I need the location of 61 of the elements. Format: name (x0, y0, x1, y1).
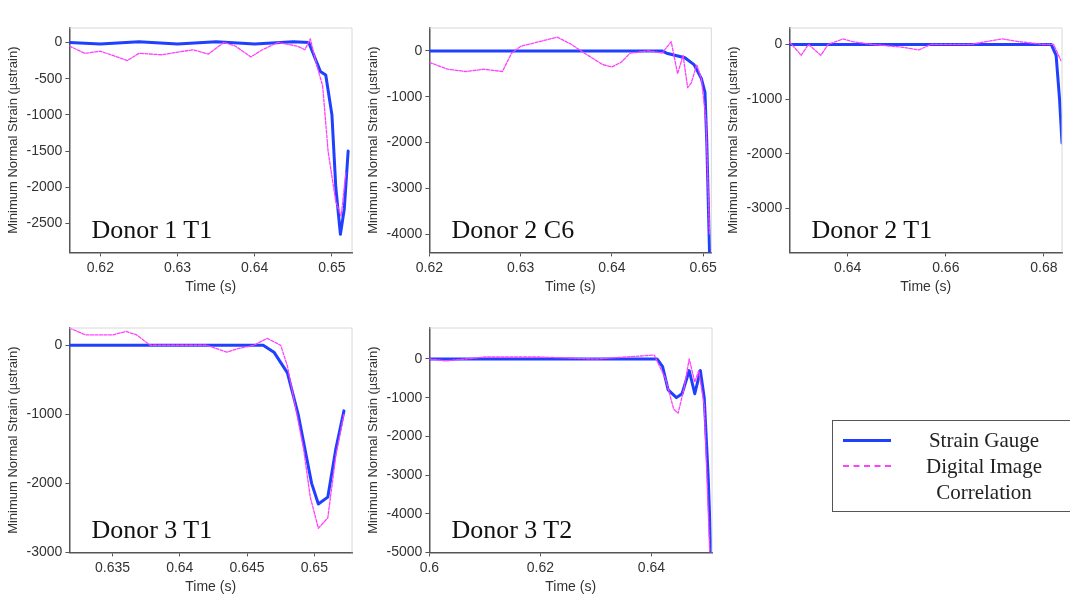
x-tick-label: 0.63 (163, 258, 192, 275)
y-axis-title: Minimum Normal Strain (µstrain) (365, 46, 381, 234)
x-axis-title: Time (s) (544, 278, 596, 295)
x-tick-label: 0.64 (166, 558, 194, 575)
x-tick-label: 0.64 (241, 258, 269, 275)
x-tick-label: 0.64 (598, 258, 626, 275)
y-tick-label: -1000 (746, 90, 783, 107)
y-tick-label: 0 (774, 35, 783, 52)
y-tick-label: -1000 (26, 405, 63, 422)
annotation: Donor 3 T2 (451, 515, 573, 545)
y-tick-label: -5000 (386, 543, 423, 560)
line-series (789, 38, 1062, 62)
y-tick-label: 0 (54, 33, 63, 50)
annotation: Donor 3 T1 (91, 515, 213, 545)
y-tick-label: -3000 (386, 179, 423, 196)
y-tick-label: -3000 (386, 465, 423, 482)
x-tick-label: 0.635 (94, 558, 131, 575)
y-tick-label: 0 (54, 336, 63, 353)
y-tick-label: -2000 (386, 133, 423, 150)
x-tick-label: 0.65 (318, 258, 346, 275)
legend-label: Digital Image Correlation (924, 453, 1043, 505)
y-tick-label: -1500 (26, 141, 63, 158)
y-tick-label: -1000 (386, 87, 423, 104)
x-axis-title: Time (s) (185, 578, 237, 595)
y-axis-title: Minimum Normal Strain (µstrain) (365, 346, 381, 534)
y-tick-label: -500 (34, 69, 63, 86)
y-tick-label: -1000 (386, 388, 423, 405)
x-tick-label: 0.645 (229, 558, 265, 575)
annotation: Donor 2 C6 (451, 215, 575, 245)
y-tick-label: -4000 (386, 504, 423, 521)
x-tick-label: 0.64 (637, 558, 666, 575)
x-tick-label: 0.66 (932, 258, 960, 275)
y-tick-label: -3000 (26, 543, 63, 560)
x-tick-label: 0.62 (415, 258, 444, 275)
y-tick-label: 0 (414, 349, 423, 366)
x-tick-label: 0.63 (507, 258, 535, 275)
annotation: Donor 1 T1 (91, 215, 213, 245)
y-axis-title: Minimum Normal Strain (µstrain) (725, 46, 741, 234)
y-tick-label: -4000 (386, 224, 423, 241)
y-tick-label: -3000 (746, 199, 783, 216)
x-tick-label: 0.62 (86, 258, 115, 275)
x-tick-label: 0.64 (834, 258, 862, 275)
x-axis-title: Time (s) (545, 578, 597, 595)
x-tick-label: 0.62 (526, 558, 555, 575)
y-tick-label: -1000 (26, 105, 63, 122)
x-tick-label: 0.68 (1030, 258, 1058, 275)
y-tick-label: 0 (414, 41, 423, 58)
x-tick-label: 0.65 (689, 258, 717, 275)
y-tick-label: -2000 (746, 144, 783, 161)
y-tick-label: -2500 (26, 214, 63, 231)
legend-label: Strain Gauge (927, 427, 1041, 453)
x-axis-title: Time (s) (185, 278, 237, 295)
x-tick-label: 0.6 (419, 558, 440, 575)
y-tick-label: -2000 (386, 427, 423, 444)
x-axis-title: Time (s) (900, 278, 952, 295)
x-tick-label: 0.65 (300, 558, 329, 575)
y-axis-title: Minimum Normal Strain (µstrain) (5, 346, 21, 534)
annotation: Donor 2 T1 (811, 215, 933, 245)
y-tick-label: -2000 (26, 474, 63, 491)
y-tick-label: -2000 (26, 178, 63, 195)
y-axis-title: Minimum Normal Strain (µstrain) (5, 46, 21, 234)
